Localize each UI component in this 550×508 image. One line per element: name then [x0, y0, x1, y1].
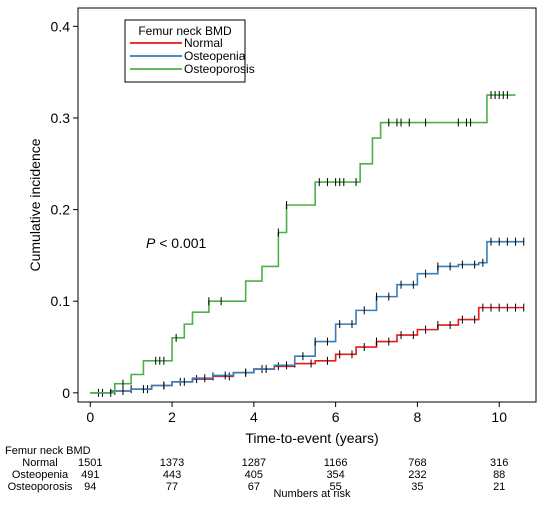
- plot-frame: [77, 7, 537, 403]
- p-value-text: < 0.001: [155, 235, 206, 251]
- x-axis-title: Time-to-event (years): [245, 430, 378, 446]
- y-axis: 0 0.1 0.2 0.3 0.4: [51, 18, 78, 401]
- legend-label: Osteopenia: [184, 49, 246, 63]
- plot-border: [77, 7, 537, 403]
- series-osteopenia: [90, 237, 525, 397]
- risk-value: 21: [493, 481, 505, 493]
- x-tick-label: 6: [332, 409, 340, 425]
- legend: Femur neck BMD NormalOsteopeniaOsteoporo…: [124, 19, 255, 83]
- series-layer: [90, 91, 525, 397]
- risk-value: 1166: [324, 457, 348, 469]
- y-axis-title: Cumulative incidence: [27, 138, 43, 271]
- risk-table: Femur neck BMD Normal 1501 1373 1287 1166 768…: [5, 445, 508, 500]
- risk-value: 443: [163, 469, 181, 481]
- risk-value: 67: [248, 481, 260, 493]
- risk-value: 88: [493, 469, 505, 481]
- risk-table-title: Femur neck BMD: [5, 445, 91, 457]
- risk-row-label: Osteoporosis: [8, 481, 73, 493]
- x-axis: 0 2 4 6 8 10: [86, 402, 507, 425]
- risk-row-label: Normal: [22, 457, 57, 469]
- legend-label: Normal: [184, 36, 223, 50]
- risk-value: 491: [81, 469, 99, 481]
- x-tick-label: 8: [414, 409, 422, 425]
- y-tick-label: 0.1: [51, 293, 71, 309]
- y-tick-label: 0: [62, 385, 70, 401]
- legend-label: Osteoporosis: [184, 62, 255, 76]
- y-tick-label: 0.4: [51, 18, 71, 34]
- series-normal: [90, 303, 525, 397]
- risk-value: 354: [326, 469, 344, 481]
- p-value-symbol: P: [146, 235, 156, 251]
- risk-value: 1501: [78, 457, 102, 469]
- risk-value: 1287: [242, 457, 266, 469]
- y-tick-label: 0.3: [51, 110, 71, 126]
- risk-value: 94: [84, 481, 96, 493]
- series-line-osteopenia: [90, 240, 524, 394]
- risk-value: 35: [411, 481, 423, 493]
- risk-table-footer: Numbers at risk: [273, 488, 351, 500]
- risk-value: 55: [330, 481, 342, 493]
- risk-value: 405: [245, 469, 263, 481]
- x-tick-label: 2: [168, 409, 176, 425]
- p-value-annotation: P < 0.001: [146, 235, 207, 251]
- risk-value: 77: [166, 481, 178, 493]
- series-line-normal: [90, 306, 524, 394]
- risk-value: 316: [490, 457, 508, 469]
- x-tick-label: 0: [86, 409, 94, 425]
- risk-row-label: Osteopenia: [12, 469, 69, 481]
- legend-title: Femur neck BMD: [138, 24, 232, 38]
- legend-box: [124, 19, 246, 83]
- x-tick-label: 4: [250, 409, 258, 425]
- x-tick-label: 10: [491, 409, 507, 425]
- series-osteoporosis: [90, 91, 516, 397]
- risk-value: 768: [408, 457, 426, 469]
- y-tick-label: 0.2: [51, 202, 71, 218]
- risk-value: 1373: [160, 457, 184, 469]
- series-line-osteoporosis: [90, 94, 516, 394]
- risk-value: 232: [408, 469, 426, 481]
